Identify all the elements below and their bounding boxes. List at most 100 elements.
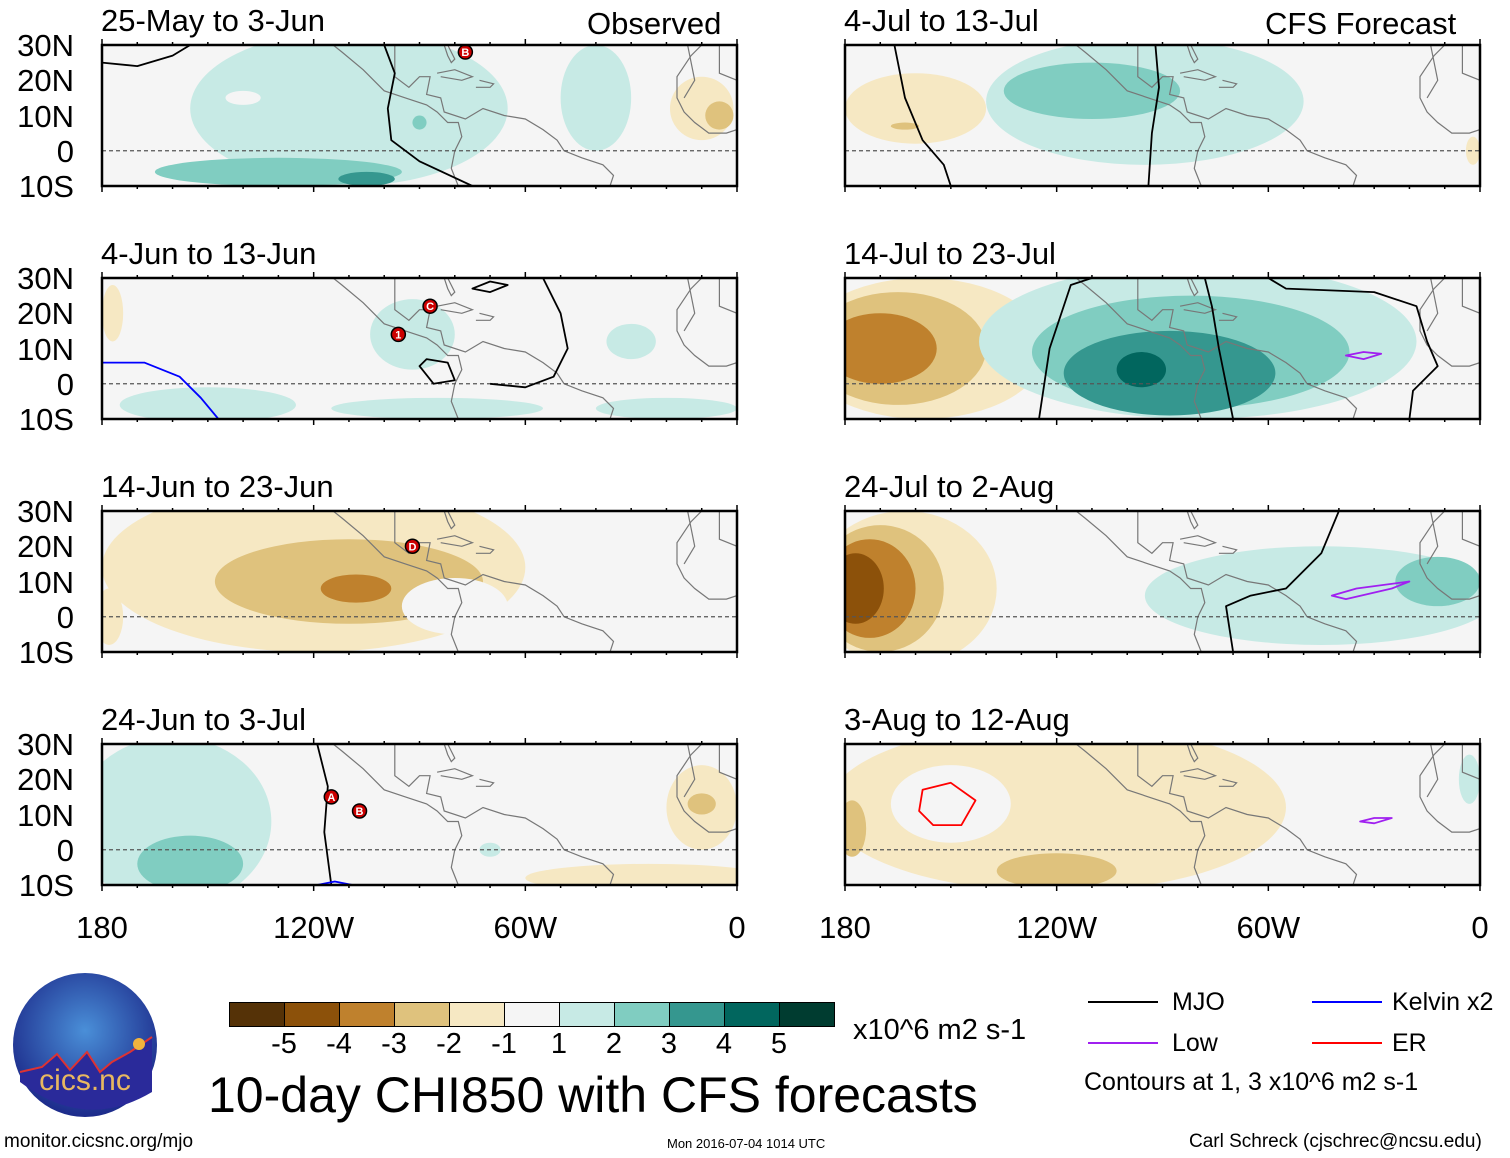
- colorbar-tick-label: 5: [770, 1028, 788, 1060]
- map-panel: B: [100, 39, 739, 192]
- mjo-contour: [1267, 278, 1439, 419]
- coastline: [683, 45, 696, 99]
- map-panel: [843, 738, 1482, 891]
- coastline: [1426, 744, 1439, 798]
- lon-label: 60W: [493, 910, 558, 945]
- storm-marker: 1: [390, 326, 407, 343]
- coastline: [1218, 312, 1238, 321]
- map-panel: [843, 39, 1482, 192]
- coastline: [1461, 45, 1480, 81]
- anomaly-region: [1395, 556, 1480, 607]
- anomaly-region: [320, 574, 392, 603]
- low-legend-line: [1088, 1042, 1158, 1044]
- coastline: [1179, 535, 1218, 547]
- mjo-contour: [490, 278, 569, 389]
- coastline: [1186, 511, 1199, 530]
- coastline: [436, 302, 475, 314]
- lat-label: 30N: [17, 261, 74, 296]
- coastline: [443, 744, 456, 763]
- colorbar-tick-label: -4: [326, 1028, 352, 1060]
- low-contour: [1359, 817, 1393, 825]
- map-panel: [843, 505, 1482, 658]
- coastline: [718, 744, 737, 780]
- anomaly-region: [1003, 62, 1181, 120]
- anomaly-region: [401, 577, 508, 635]
- coastline: [1218, 545, 1238, 554]
- storm-label: D: [408, 541, 416, 553]
- anomaly-region: [190, 45, 508, 186]
- colorbar-swatch: [725, 1003, 780, 1026]
- mjo-contour: [1203, 278, 1234, 419]
- anomaly-region: [525, 863, 737, 885]
- colorbar-tick-label: 4: [715, 1028, 733, 1060]
- coastline: [683, 744, 696, 798]
- er-contour: [918, 781, 977, 826]
- lat-label: 10S: [18, 169, 74, 204]
- panel-title: 4-Jul to 13-Jul: [844, 3, 1039, 38]
- panel-title: 14-Jun to 23-Jun: [101, 469, 334, 504]
- coastline: [436, 535, 475, 547]
- panel-title: 3-Aug to 12-Aug: [844, 702, 1070, 737]
- anomaly-region: [705, 101, 734, 130]
- anomaly-region: [595, 397, 737, 419]
- mjo-legend-label: MJO: [1172, 988, 1225, 1016]
- storm-marker: C: [422, 298, 438, 314]
- colorbar-tick-label: -3: [381, 1028, 407, 1060]
- panel-title: 24-Jul to 2-Aug: [844, 469, 1055, 504]
- anomaly-region: [890, 765, 1011, 843]
- storm-marker: A: [323, 789, 340, 805]
- mjo-contour: [316, 744, 333, 885]
- coastline: [1419, 278, 1480, 367]
- cics-logo: cics.nc: [12, 972, 158, 1118]
- colorbar-swatch: [285, 1003, 340, 1026]
- colorbar-swatch: [395, 1003, 450, 1026]
- panel-title: 24-Jun to 3-Jul: [101, 702, 307, 737]
- anomaly-region: [137, 835, 244, 885]
- anomaly-region: [560, 45, 632, 151]
- storm-label: C: [426, 301, 434, 313]
- coastline: [1137, 511, 1358, 652]
- anomaly-region: [1116, 352, 1167, 388]
- footer-url[interactable]: monitor.cicsnc.org/mjo: [4, 1131, 194, 1152]
- coastline: [676, 278, 737, 367]
- coastline: [676, 744, 737, 833]
- observed-label: Observed: [587, 6, 722, 41]
- storm-label: B: [356, 806, 364, 818]
- logo-text: cics.nc: [39, 1064, 131, 1097]
- lat-label: 10N: [17, 331, 74, 367]
- lat-label: 0: [56, 599, 74, 635]
- colorbar-swatch: [230, 1003, 285, 1026]
- colorbar-swatch: [780, 1003, 834, 1026]
- er-legend-line: [1312, 1042, 1382, 1044]
- coastline: [394, 45, 615, 186]
- mjo-legend-line: [1088, 1001, 1158, 1003]
- coastline: [475, 545, 495, 554]
- lat-label: 10N: [17, 797, 74, 833]
- coastline: [683, 511, 696, 565]
- map-panel: [843, 272, 1482, 425]
- coastline: [1137, 278, 1358, 419]
- coastline: [443, 45, 456, 64]
- lat-label: 0: [56, 366, 74, 402]
- kelvin-legend-label: Kelvin x2: [1392, 988, 1494, 1016]
- coastline: [1461, 744, 1480, 780]
- anomaly-region: [412, 115, 427, 130]
- lat-label: 30N: [17, 494, 74, 529]
- coastline: [475, 79, 495, 88]
- anomaly-region: [370, 299, 455, 370]
- figure-title: 10-day CHI850 with CFS forecasts: [208, 1067, 978, 1123]
- coastline: [1179, 768, 1218, 780]
- anomaly-region: [890, 122, 920, 130]
- low-contour: [1330, 580, 1411, 600]
- kelvin-legend-line: [1312, 1001, 1382, 1003]
- anomaly-region: [845, 553, 884, 624]
- coastline: [1461, 278, 1480, 314]
- lat-label: 10S: [18, 402, 74, 437]
- panel-title: 25-May to 3-Jun: [101, 3, 325, 38]
- colorbar-swatch: [450, 1003, 505, 1026]
- coastline: [718, 511, 737, 547]
- anomaly-region: [225, 90, 261, 105]
- lon-label: 60W: [1236, 910, 1301, 945]
- lat-label: 0: [56, 832, 74, 868]
